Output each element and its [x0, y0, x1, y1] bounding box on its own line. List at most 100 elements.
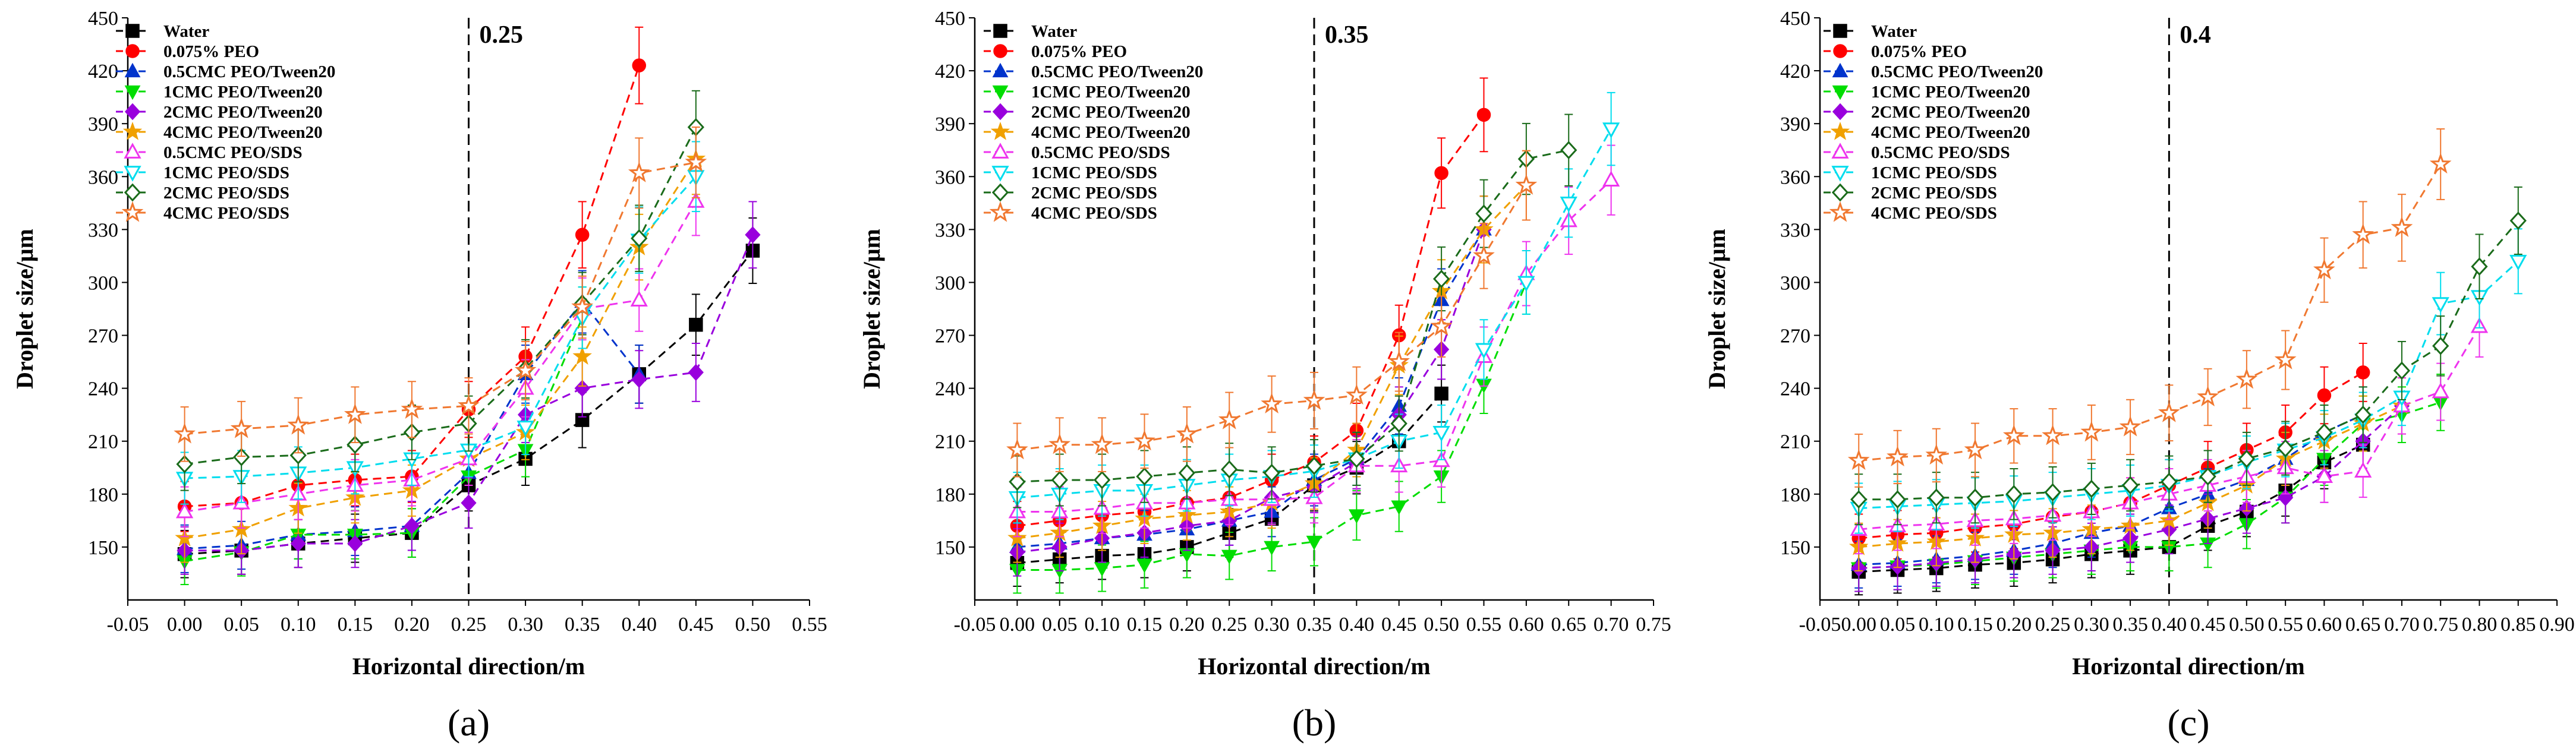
data-point	[1178, 463, 1196, 482]
legend-marker	[1833, 24, 1847, 38]
y-axis-title: Droplet size/μm	[11, 229, 38, 389]
y-tick-label: 150	[935, 537, 965, 559]
legend-marker	[1832, 62, 1848, 78]
y-axis-title: Droplet size/μm	[1703, 229, 1730, 389]
y-tick-label: 450	[935, 8, 965, 30]
data-point	[1847, 449, 1870, 470]
legend-marker	[1833, 44, 1847, 58]
data-point	[2316, 423, 2333, 442]
panel-caption: (b)	[1292, 702, 1337, 744]
data-point	[404, 517, 420, 535]
data-point	[1348, 450, 1365, 468]
y-tick-label: 150	[1780, 537, 1810, 559]
legend-marker	[989, 201, 1012, 222]
y-tick-label: 180	[1780, 484, 1810, 506]
x-tick-label: 0.60	[1509, 614, 1544, 636]
series-line	[1859, 260, 2519, 510]
x-tick-label: 0.20	[1996, 614, 2032, 636]
data-point	[1346, 384, 1368, 405]
legend-marker	[1830, 122, 1850, 140]
x-tick-label: 0.45	[2190, 614, 2226, 636]
data-point	[2044, 483, 2061, 502]
x-tick-label: -0.05	[954, 614, 996, 636]
data-point	[1048, 433, 1071, 454]
y-tick-label: 300	[88, 272, 118, 294]
x-tick-label: 0.40	[1339, 614, 1375, 636]
data-point	[347, 535, 363, 552]
legend-marker	[1832, 103, 1848, 121]
x-tick-label: 0.75	[1636, 614, 1671, 636]
data-point	[2391, 216, 2413, 238]
data-point	[2197, 386, 2219, 407]
data-point	[1091, 433, 1113, 454]
legend-marker	[991, 166, 1009, 182]
series-2cmc-peo-tween20	[1009, 195, 1492, 577]
series-line	[184, 162, 697, 435]
x-tick-label: -0.05	[1799, 614, 1841, 636]
y-tick-label: 360	[1780, 166, 1810, 188]
series-line	[1859, 326, 2480, 530]
data-point	[287, 413, 310, 435]
data-point	[631, 229, 648, 248]
series-2cmc-peo-tween20	[177, 201, 761, 575]
data-point	[1136, 467, 1153, 486]
data-point	[289, 446, 307, 465]
data-point	[745, 226, 761, 244]
data-point	[575, 228, 590, 242]
y-tick-label: 210	[1780, 431, 1810, 453]
data-point	[1306, 535, 1322, 551]
x-axis-title: Horizontal direction/m	[1198, 653, 1430, 680]
series-line	[1017, 229, 1485, 554]
data-point	[1305, 456, 1323, 475]
data-point	[2238, 450, 2256, 468]
x-tick-label: -0.05	[107, 614, 149, 636]
y-tick-label: 420	[1780, 61, 1810, 83]
x-tick-label: 0.00	[1841, 614, 1877, 636]
legend-label: 0.5CMC PEO/SDS	[1871, 143, 2010, 162]
series-line	[184, 158, 697, 539]
legend-marker	[993, 44, 1007, 58]
legend-marker	[1831, 166, 1849, 182]
data-point	[1473, 244, 1495, 266]
legend-marker	[124, 85, 141, 100]
data-point	[2235, 368, 2258, 389]
data-point	[1434, 166, 1448, 181]
x-tick-label: 0.65	[2345, 614, 2381, 636]
y-tick-label: 360	[88, 166, 118, 188]
x-tick-label: 0.50	[1424, 614, 1459, 636]
x-tick-label: 0.70	[2384, 614, 2420, 636]
threshold-label: 0.4	[2180, 21, 2211, 49]
data-point	[688, 364, 704, 381]
data-point	[1263, 463, 1280, 482]
data-point	[2509, 211, 2527, 230]
legend-marker	[1832, 85, 1848, 100]
legend-label: 1CMC PEO/SDS	[163, 163, 289, 182]
x-tick-label: 0.65	[1551, 614, 1587, 636]
x-tick-label: 0.10	[281, 614, 316, 636]
x-tick-label: 0.15	[338, 614, 373, 636]
x-tick-label: 0.85	[2501, 614, 2536, 636]
data-point	[2005, 485, 2023, 504]
data-point	[2080, 421, 2103, 442]
legend-label: Water	[163, 22, 209, 41]
data-point	[2509, 254, 2527, 271]
data-point	[176, 454, 193, 473]
legend-label: 4CMC PEO/Tween20	[1871, 123, 2030, 142]
legend-label: 0.5CMC PEO/Tween20	[163, 62, 335, 81]
series-line	[1017, 114, 1485, 527]
data-point	[2354, 462, 2372, 478]
series-line	[1017, 393, 1443, 564]
data-point	[1349, 509, 1365, 524]
x-tick-label: 0.20	[394, 614, 430, 636]
legend-label: 4CMC PEO/SDS	[1031, 204, 1157, 223]
y-tick-label: 390	[935, 113, 965, 135]
legend-marker	[124, 103, 141, 121]
legend-marker	[124, 143, 141, 159]
series-line	[1859, 220, 2519, 501]
data-point	[2355, 365, 2370, 380]
data-point	[1430, 315, 1453, 336]
y-tick-label: 270	[935, 326, 965, 348]
y-tick-label: 240	[1780, 378, 1810, 400]
series-line	[1859, 163, 2442, 462]
